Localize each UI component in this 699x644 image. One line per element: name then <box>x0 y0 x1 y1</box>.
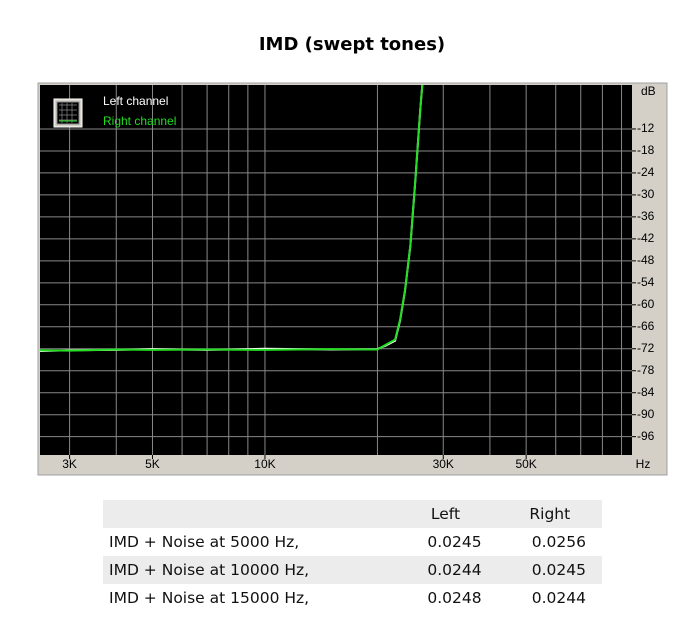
cell: 0.0244 <box>531 589 586 607</box>
cell: IMD + Noise at 5000 Hz, <box>109 533 300 551</box>
legend-label: Left channel <box>103 94 168 108</box>
y-tick-label: -48 <box>637 253 655 267</box>
y-tick-label: -66 <box>637 319 655 333</box>
y-tick-label: -42 <box>637 231 655 245</box>
lines <box>40 85 424 352</box>
row: IMD + Noise at 5000 Hz, 0.0245 0.0256 <box>103 528 602 556</box>
y-tick-label: -12 <box>637 121 655 135</box>
legend-icon <box>53 98 83 128</box>
header-row: Left Right <box>103 500 602 528</box>
y-tick-label: -54 <box>637 275 655 289</box>
cell: 0.0248 <box>427 589 482 607</box>
x-unit: Hz <box>636 457 651 471</box>
cell: 0.0245 <box>427 533 482 551</box>
y-unit: dB <box>641 84 656 98</box>
cell: IMD + Noise at 10000 Hz, <box>109 561 310 579</box>
y-tick-label: -90 <box>637 407 655 421</box>
plot-area <box>40 85 632 455</box>
y-tick-label: -78 <box>637 363 655 377</box>
row: IMD + Noise at 15000 Hz, 0.0248 0.0244 <box>103 584 602 612</box>
cell: IMD + Noise at 15000 Hz, <box>109 589 310 607</box>
y-tick-label: -84 <box>637 385 655 399</box>
results-table: Left Right IMD + Noise at 5000 Hz, 0.0245… <box>103 500 602 612</box>
row: IMD + Noise at 10000 Hz, 0.0244 0.0245 <box>103 556 602 584</box>
chart-title: IMD (swept tones) <box>259 34 445 55</box>
x-tick-label: 30K <box>433 457 454 471</box>
chart: IMD (swept tones) dB Hz -12 -18 -24 -30 -36 -… <box>37 34 668 476</box>
series-line <box>40 85 424 352</box>
x-tick-label: 3K <box>62 457 77 471</box>
y-tick-label: -24 <box>637 165 655 179</box>
cell: 0.0245 <box>531 561 586 579</box>
y-tick-label: -96 <box>637 429 655 443</box>
y-tick-label: -36 <box>637 209 655 223</box>
y-tick-label: -18 <box>637 143 655 157</box>
column-header: Left <box>430 505 461 523</box>
cell: 0.0256 <box>531 533 586 551</box>
y-tick-label: -72 <box>637 341 655 355</box>
legend-label: Right channel <box>103 114 176 128</box>
x-tick-label: 5K <box>145 457 160 471</box>
y-tick-label: -60 <box>637 297 655 311</box>
grid <box>40 85 632 455</box>
x-tick-label: 50K <box>515 457 536 471</box>
column-header: Right <box>529 505 571 523</box>
y-tick-label: -30 <box>637 187 655 201</box>
cell: 0.0244 <box>427 561 482 579</box>
x-tick-label: 10K <box>254 457 275 471</box>
